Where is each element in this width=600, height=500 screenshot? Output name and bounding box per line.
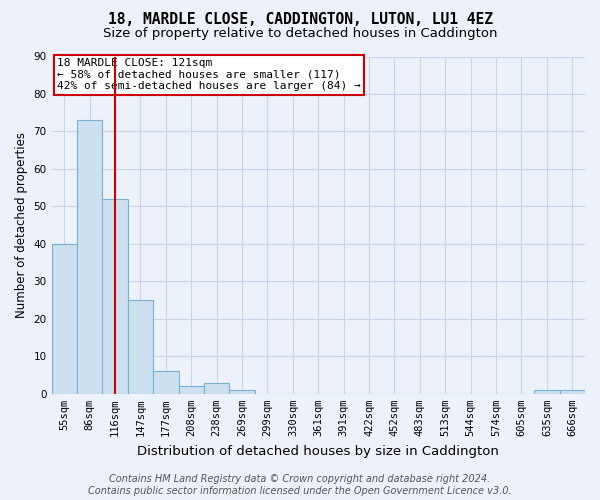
Bar [103, 199, 128, 394]
Y-axis label: Number of detached properties: Number of detached properties [15, 132, 28, 318]
Text: 18, MARDLE CLOSE, CADDINGTON, LUTON, LU1 4EZ: 18, MARDLE CLOSE, CADDINGTON, LUTON, LU1… [107, 12, 493, 28]
Bar [153, 372, 179, 394]
Bar [229, 390, 255, 394]
Bar [560, 390, 585, 394]
Bar [534, 390, 560, 394]
Text: 18 MARDLE CLOSE: 121sqm
← 58% of detached houses are smaller (117)
42% of semi-d: 18 MARDLE CLOSE: 121sqm ← 58% of detache… [57, 58, 361, 92]
Bar [204, 382, 229, 394]
Bar [128, 300, 153, 394]
Bar [52, 244, 77, 394]
X-axis label: Distribution of detached houses by size in Caddington: Distribution of detached houses by size … [137, 444, 499, 458]
Text: Contains HM Land Registry data © Crown copyright and database right 2024.
Contai: Contains HM Land Registry data © Crown c… [88, 474, 512, 496]
Text: Size of property relative to detached houses in Caddington: Size of property relative to detached ho… [103, 28, 497, 40]
Bar [179, 386, 204, 394]
Bar [77, 120, 103, 394]
